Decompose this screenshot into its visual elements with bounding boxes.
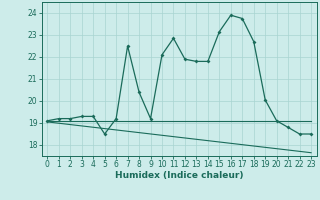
X-axis label: Humidex (Indice chaleur): Humidex (Indice chaleur) (115, 171, 244, 180)
